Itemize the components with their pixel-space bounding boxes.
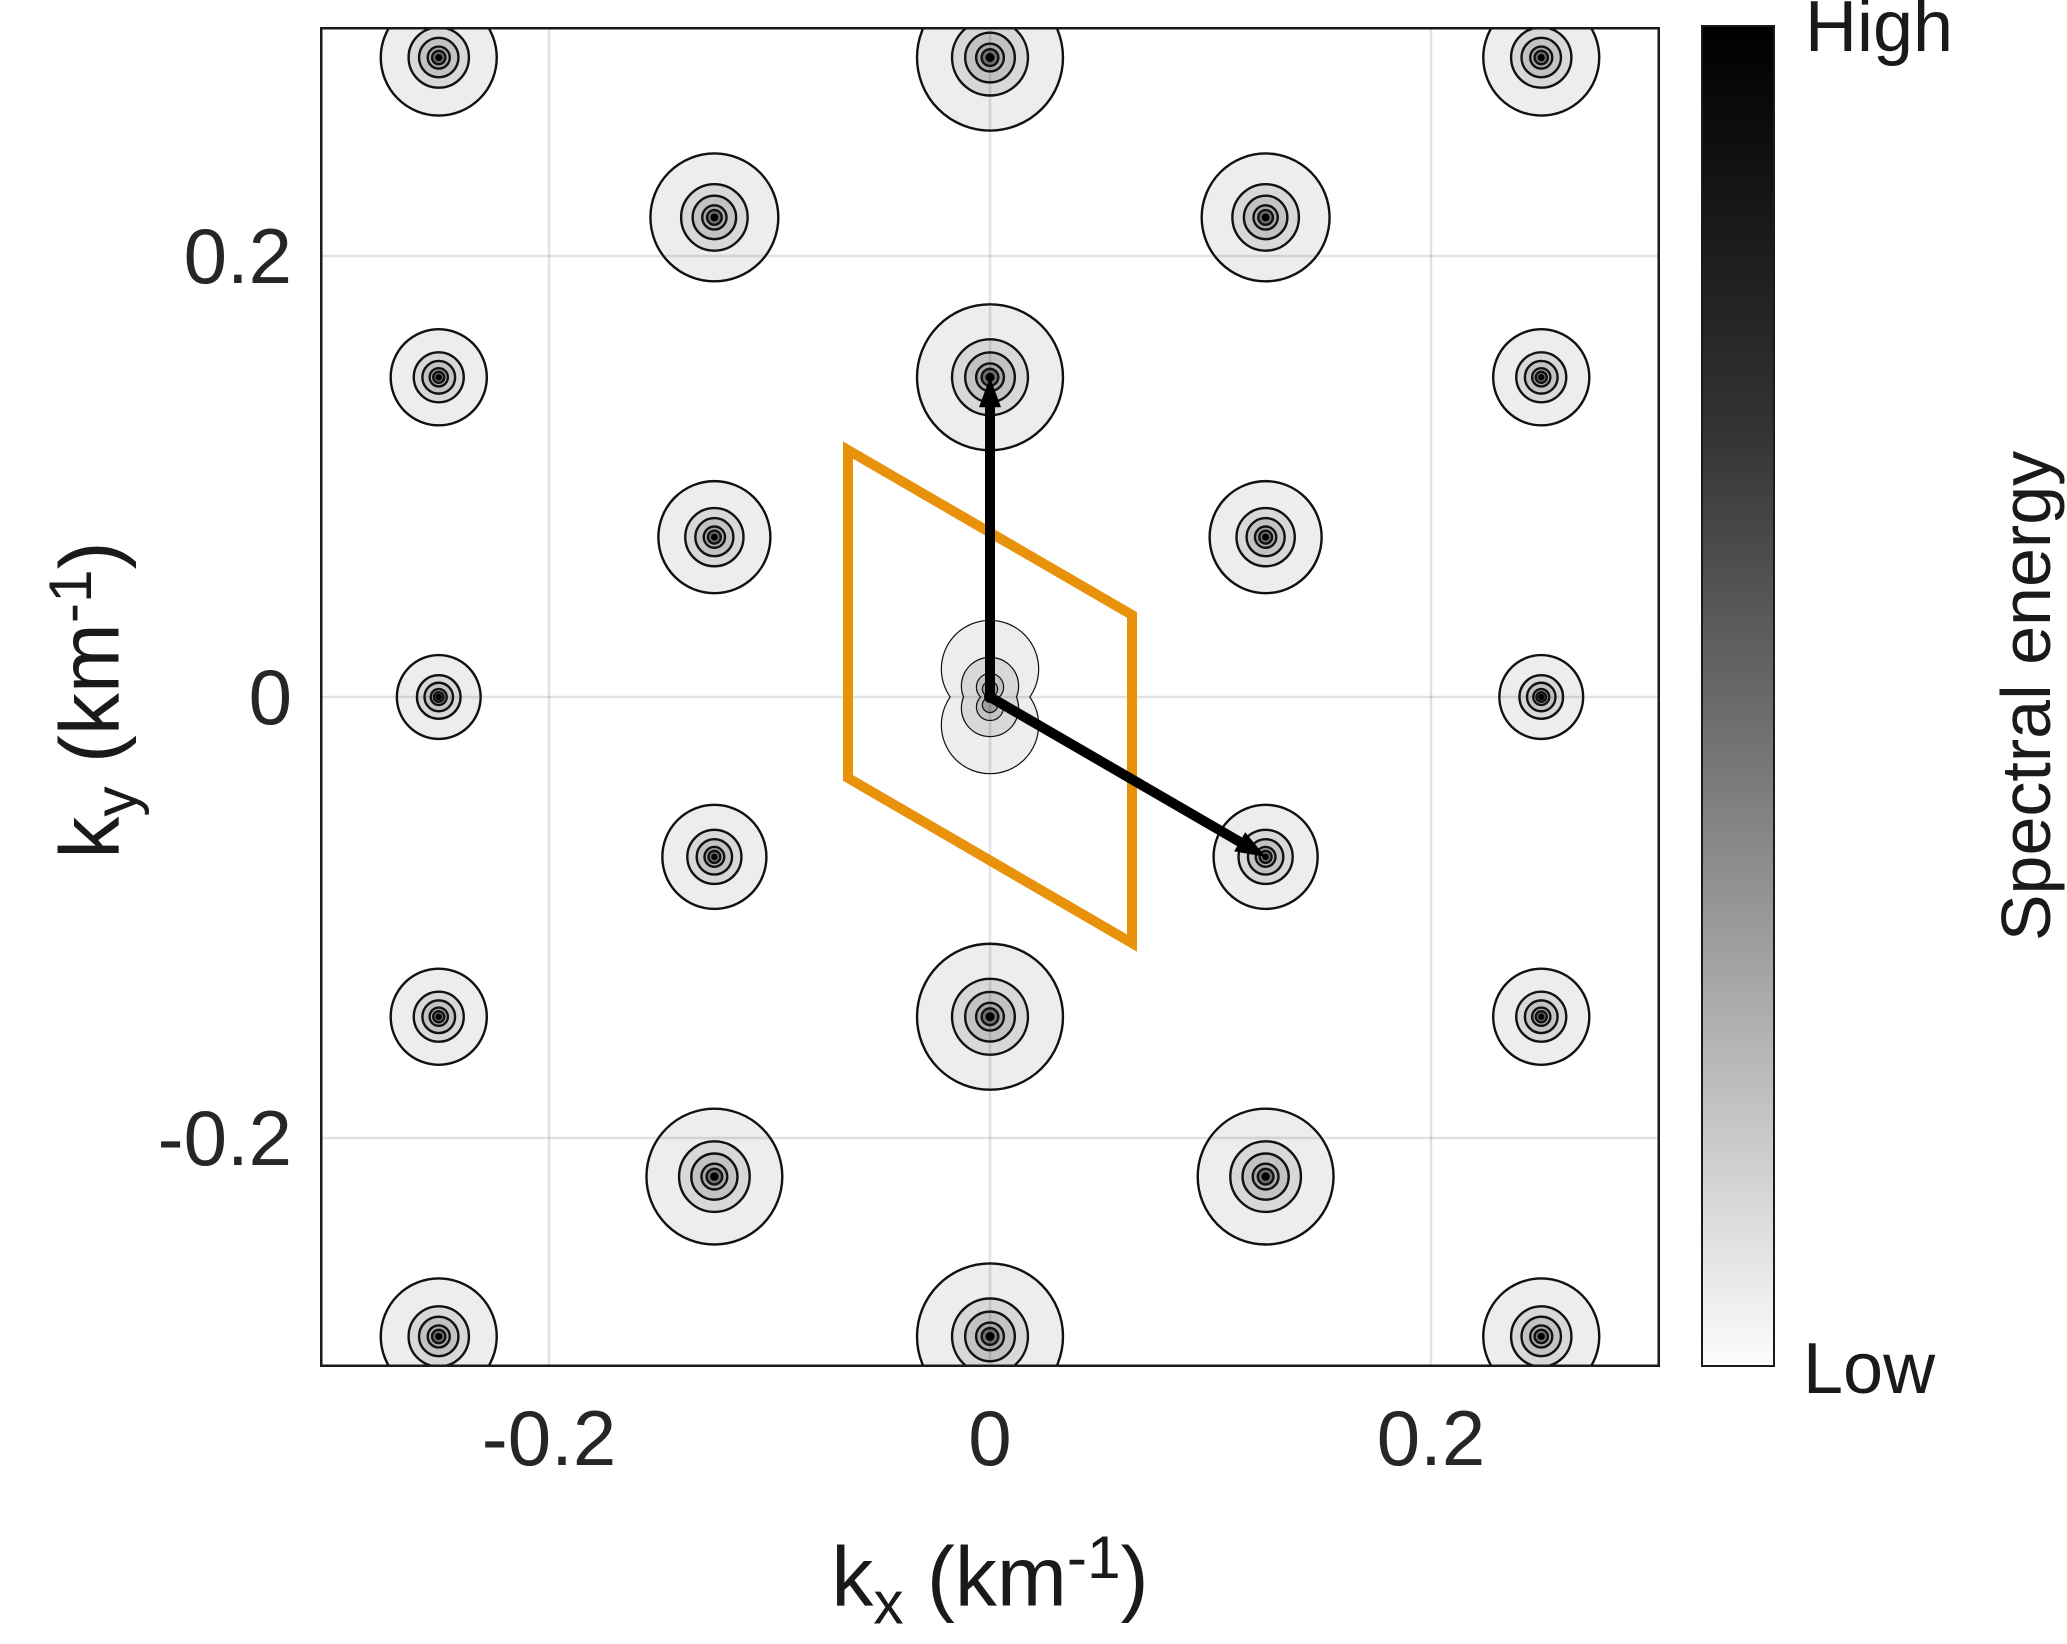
spectral-peak: [645, 1107, 784, 1246]
k-space-spectrum-plot: [320, 27, 1660, 1367]
spectral-peak: [1208, 479, 1323, 595]
spectral-peak: [1491, 328, 1591, 427]
spectral-peak: [915, 27, 1065, 132]
spectral-peak: [661, 803, 768, 911]
basis-vector-arrow: [979, 377, 1001, 697]
spectral-peak: [657, 479, 772, 595]
y-axis-subscript: y: [81, 786, 150, 817]
x-axis-subscript: x: [873, 1568, 904, 1637]
x-axis-unit-close: ): [1120, 1529, 1149, 1624]
spectral-peak: [1212, 803, 1319, 911]
colorbar-gradient: [1701, 25, 1775, 1367]
unit-cell-parallelogram: [842, 441, 1138, 952]
x-tick-label: 0: [968, 1394, 1012, 1482]
spectral-peak: [379, 27, 498, 117]
basis-vector-arrow: [987, 692, 1266, 857]
y-axis-exponent: -1: [36, 569, 105, 624]
spectral-peak: [1200, 152, 1331, 283]
x-tick-label: -0.2: [481, 1394, 617, 1482]
spectral-peak: [379, 1277, 498, 1367]
spectral-peak: [389, 967, 489, 1066]
y-axis-symbol: k: [42, 816, 137, 859]
colorbar-high-label: High: [1805, 0, 1954, 67]
x-axis-label: kx (km-1): [831, 1527, 1148, 1633]
colorbar-low-label: Low: [1803, 1329, 1936, 1409]
spectral-peak: [389, 328, 489, 427]
spectral-peak: [1491, 967, 1591, 1066]
x-axis-unit-open: (km: [903, 1529, 1067, 1624]
y-tick-label: -0.2: [157, 1094, 292, 1182]
x-axis-symbol: k: [831, 1529, 874, 1624]
y-axis-unit-open: (km: [42, 623, 137, 787]
y-axis-label: ky (km-1): [36, 541, 150, 859]
spectral-peak: [649, 152, 780, 283]
spectral-peak: [395, 653, 482, 741]
spectral-peak: [915, 1262, 1065, 1367]
spectral-peak: [1482, 27, 1601, 117]
spectral-peak: [1482, 1277, 1601, 1367]
x-tick-label: 0.2: [1376, 1394, 1486, 1482]
axes-frame: [320, 27, 1660, 1367]
colorbar-title: Spectral energy: [1987, 450, 2065, 942]
y-tick-label: 0: [248, 653, 292, 741]
spectral-peak: [1498, 653, 1585, 741]
y-axis-unit-close: ): [42, 541, 137, 570]
spectral-peak: [915, 942, 1065, 1091]
x-axis-exponent: -1: [1066, 1523, 1121, 1592]
y-tick-label: 0.2: [183, 212, 292, 300]
spectral-peak: [1196, 1107, 1335, 1246]
